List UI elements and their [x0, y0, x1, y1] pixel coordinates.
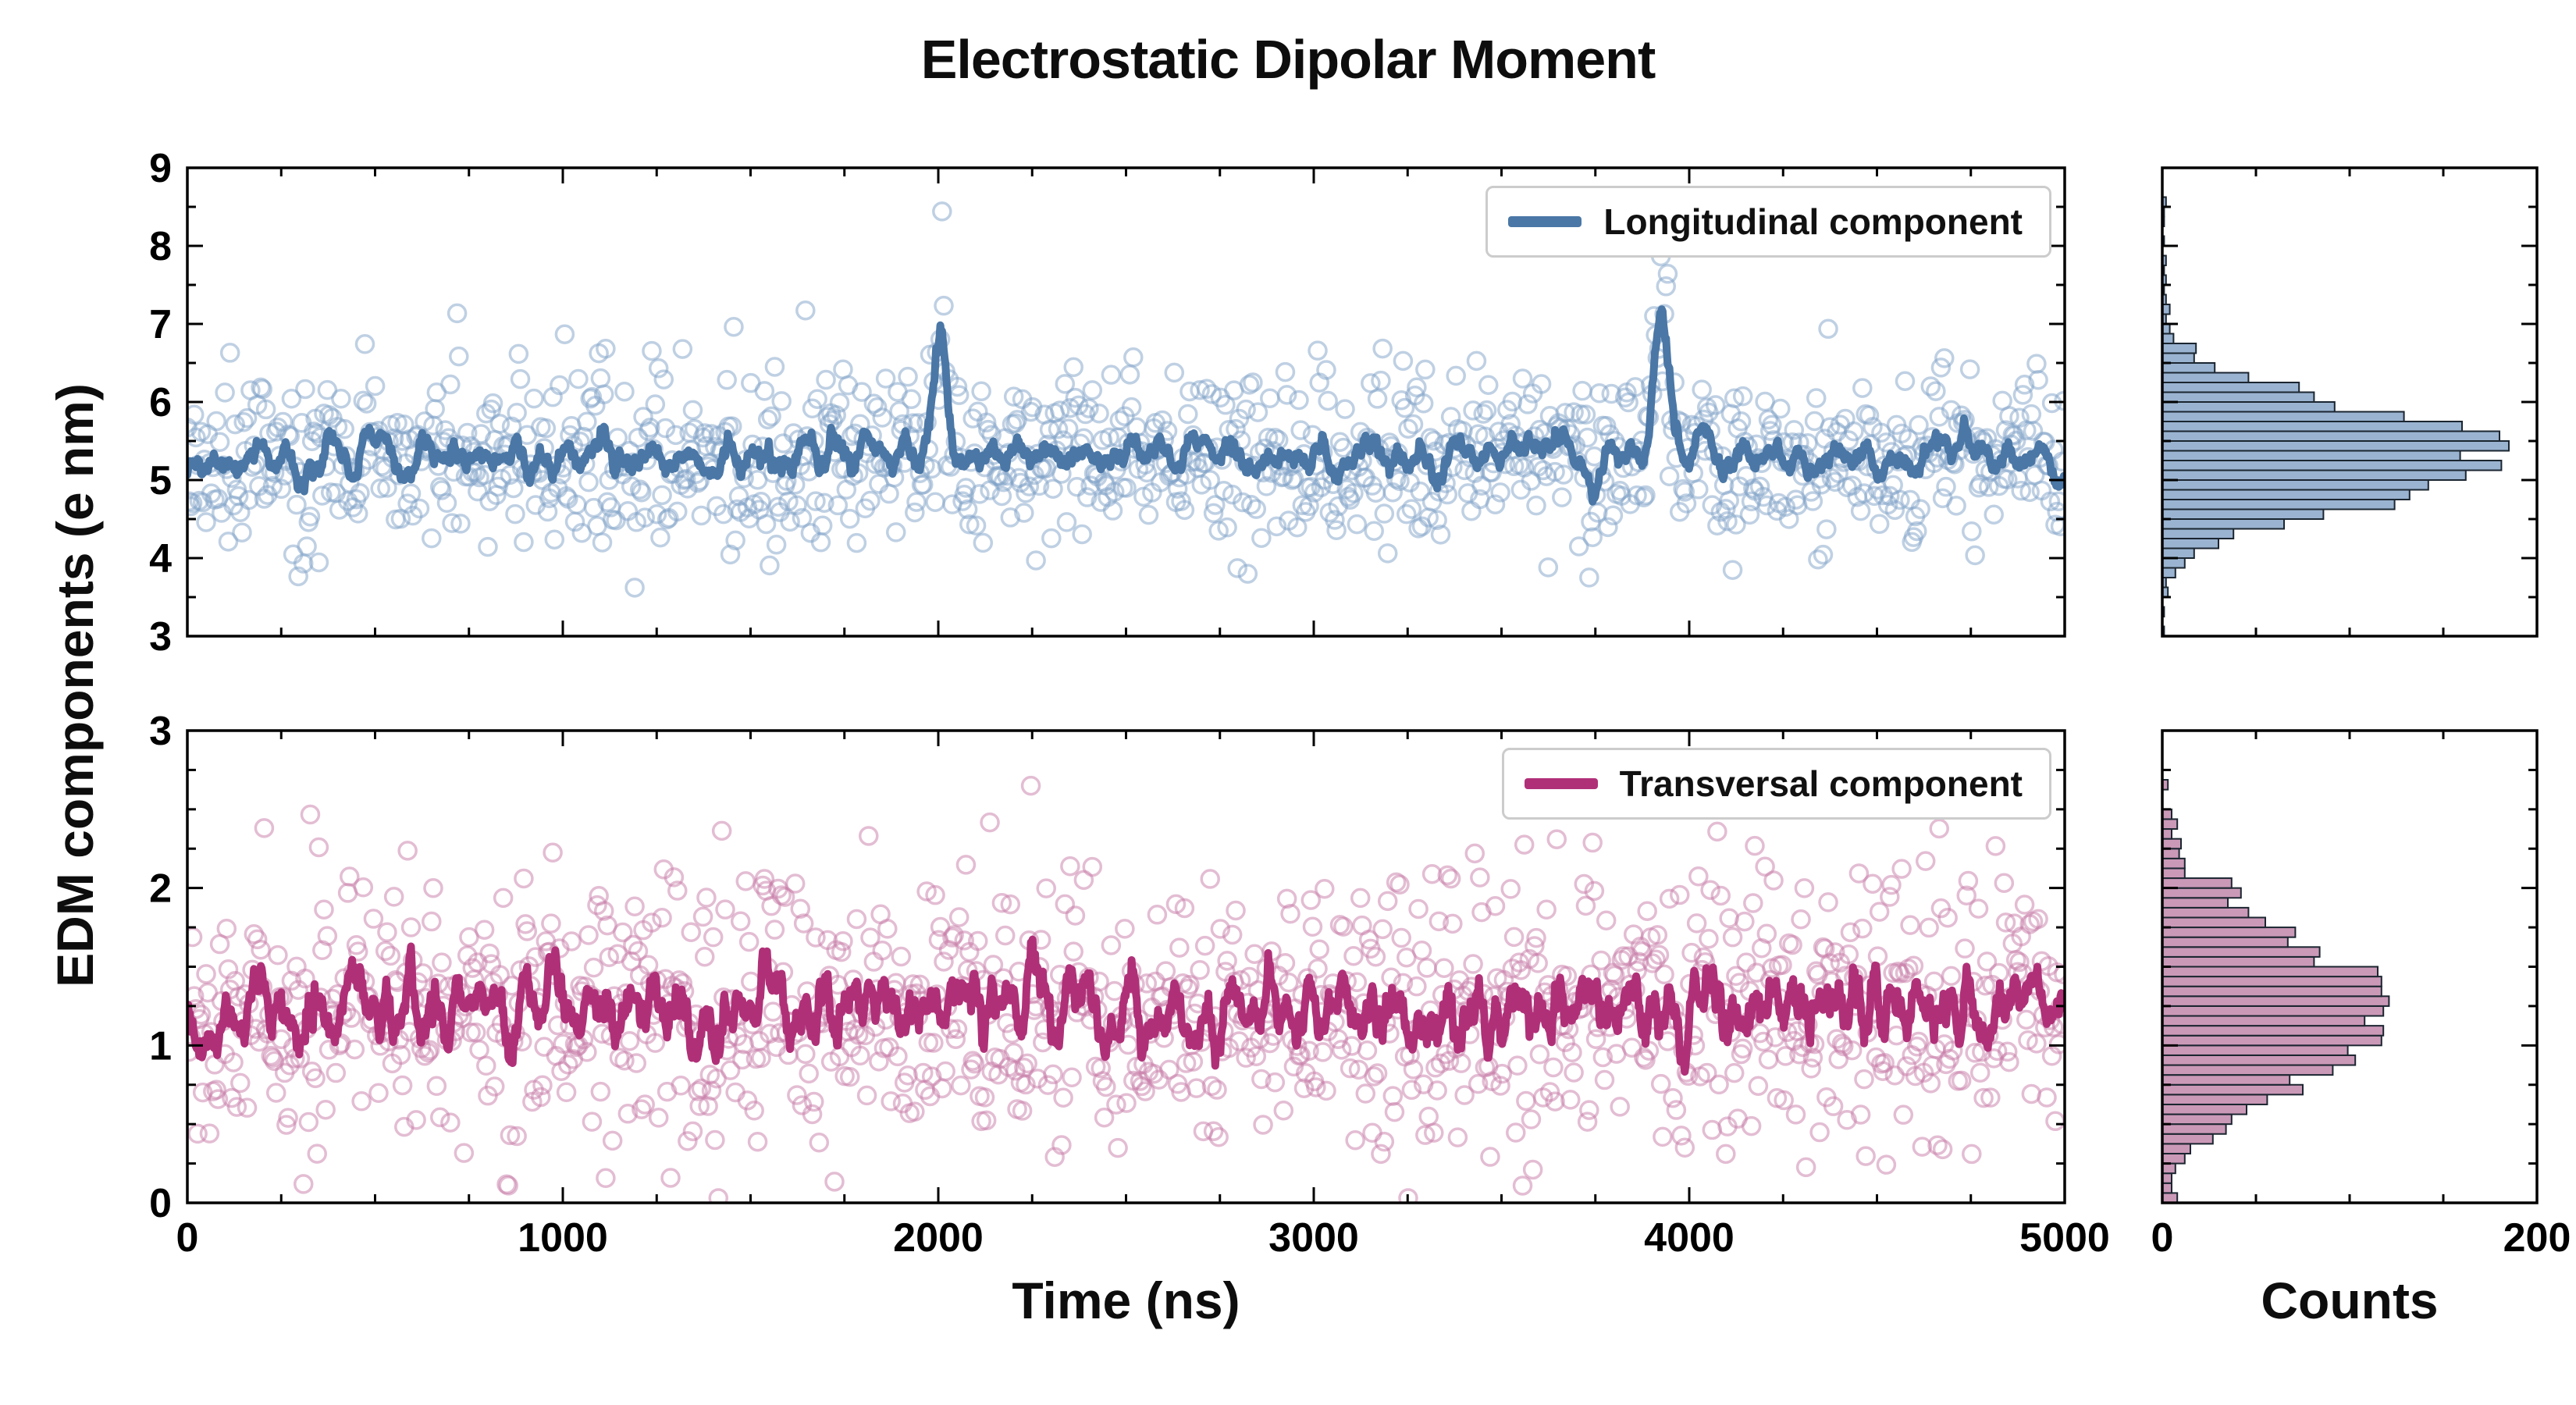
svg-text:2000: 2000	[893, 1215, 984, 1261]
svg-text:3000: 3000	[1268, 1215, 1359, 1261]
svg-text:1000: 1000	[518, 1215, 608, 1261]
svg-text:2: 2	[149, 866, 172, 912]
svg-text:9: 9	[149, 146, 172, 191]
longitudinal-histogram-frame	[2161, 166, 2539, 638]
svg-text:7: 7	[149, 302, 172, 347]
legend-swatch-longitudinal	[1508, 216, 1582, 227]
svg-text:3: 3	[149, 614, 172, 660]
transversal-histogram-bars	[2161, 779, 2390, 1204]
legend-longitudinal: Longitudinal component	[1485, 186, 2051, 258]
longitudinal-timeseries-data	[187, 201, 2065, 598]
svg-text:8: 8	[149, 224, 172, 269]
x-axis-label-time: Time (ns)	[1012, 1272, 1240, 1329]
svg-text:4000: 4000	[1644, 1215, 1735, 1261]
svg-text:0: 0	[176, 1215, 199, 1261]
figure-title: Electrostatic Dipolar Moment	[920, 29, 1656, 90]
legend-label-longitudinal: Longitudinal component	[1603, 201, 2023, 242]
svg-text:1: 1	[149, 1023, 172, 1069]
x-axis-label-counts: Counts	[2261, 1272, 2439, 1329]
legend-transversal: Transversal component	[1501, 748, 2051, 820]
svg-text:200: 200	[2503, 1215, 2571, 1261]
legend-label-transversal: Transversal component	[1619, 763, 2023, 804]
longitudinal-timeseries-frame: 3 4 5 6 7 8 9	[149, 146, 2066, 660]
svg-text:6: 6	[149, 380, 172, 425]
transversal-timeseries-data	[187, 775, 2065, 1203]
transversal-histogram-frame: 0 200	[2151, 729, 2571, 1261]
svg-text:4: 4	[149, 536, 172, 582]
legend-swatch-transversal	[1524, 778, 1598, 789]
svg-text:5: 5	[149, 458, 172, 503]
longitudinal-histogram-bars	[2161, 196, 2510, 637]
svg-text:0: 0	[2151, 1215, 2174, 1261]
transversal-timeseries-frame: 0 1000 2000 3000 4000 5000 0 1 2 3	[149, 709, 2110, 1261]
svg-text:5000: 5000	[2019, 1215, 2110, 1261]
svg-text:0: 0	[149, 1181, 172, 1226]
svg-text:3: 3	[149, 709, 172, 754]
